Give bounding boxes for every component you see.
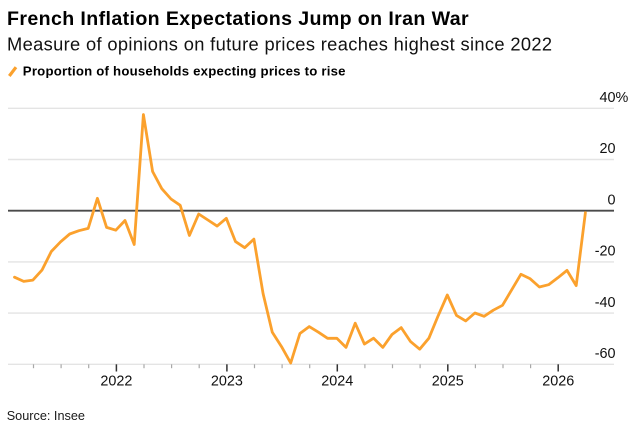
svg-text:2024: 2024 [321,374,353,390]
svg-text:Proportion of households expec: Proportion of households expecting price… [23,64,346,79]
svg-text:Source: Insee: Source: Insee [7,409,85,423]
svg-text:2026: 2026 [542,374,574,390]
svg-text:0: 0 [607,192,615,208]
svg-text:-20: -20 [595,244,616,260]
svg-text:%: % [616,90,629,106]
svg-text:2023: 2023 [211,374,243,390]
svg-text:French Inflation Expectations: French Inflation Expectations Jump on Ir… [7,8,469,30]
svg-text:2025: 2025 [432,374,464,390]
svg-text:40: 40 [599,90,615,106]
svg-text:2022: 2022 [100,374,132,390]
svg-text:-40: -40 [595,295,616,311]
svg-text:20: 20 [599,141,615,157]
svg-text:-60: -60 [595,346,616,362]
svg-text:Measure of opinions on future: Measure of opinions on future prices rea… [7,34,552,55]
